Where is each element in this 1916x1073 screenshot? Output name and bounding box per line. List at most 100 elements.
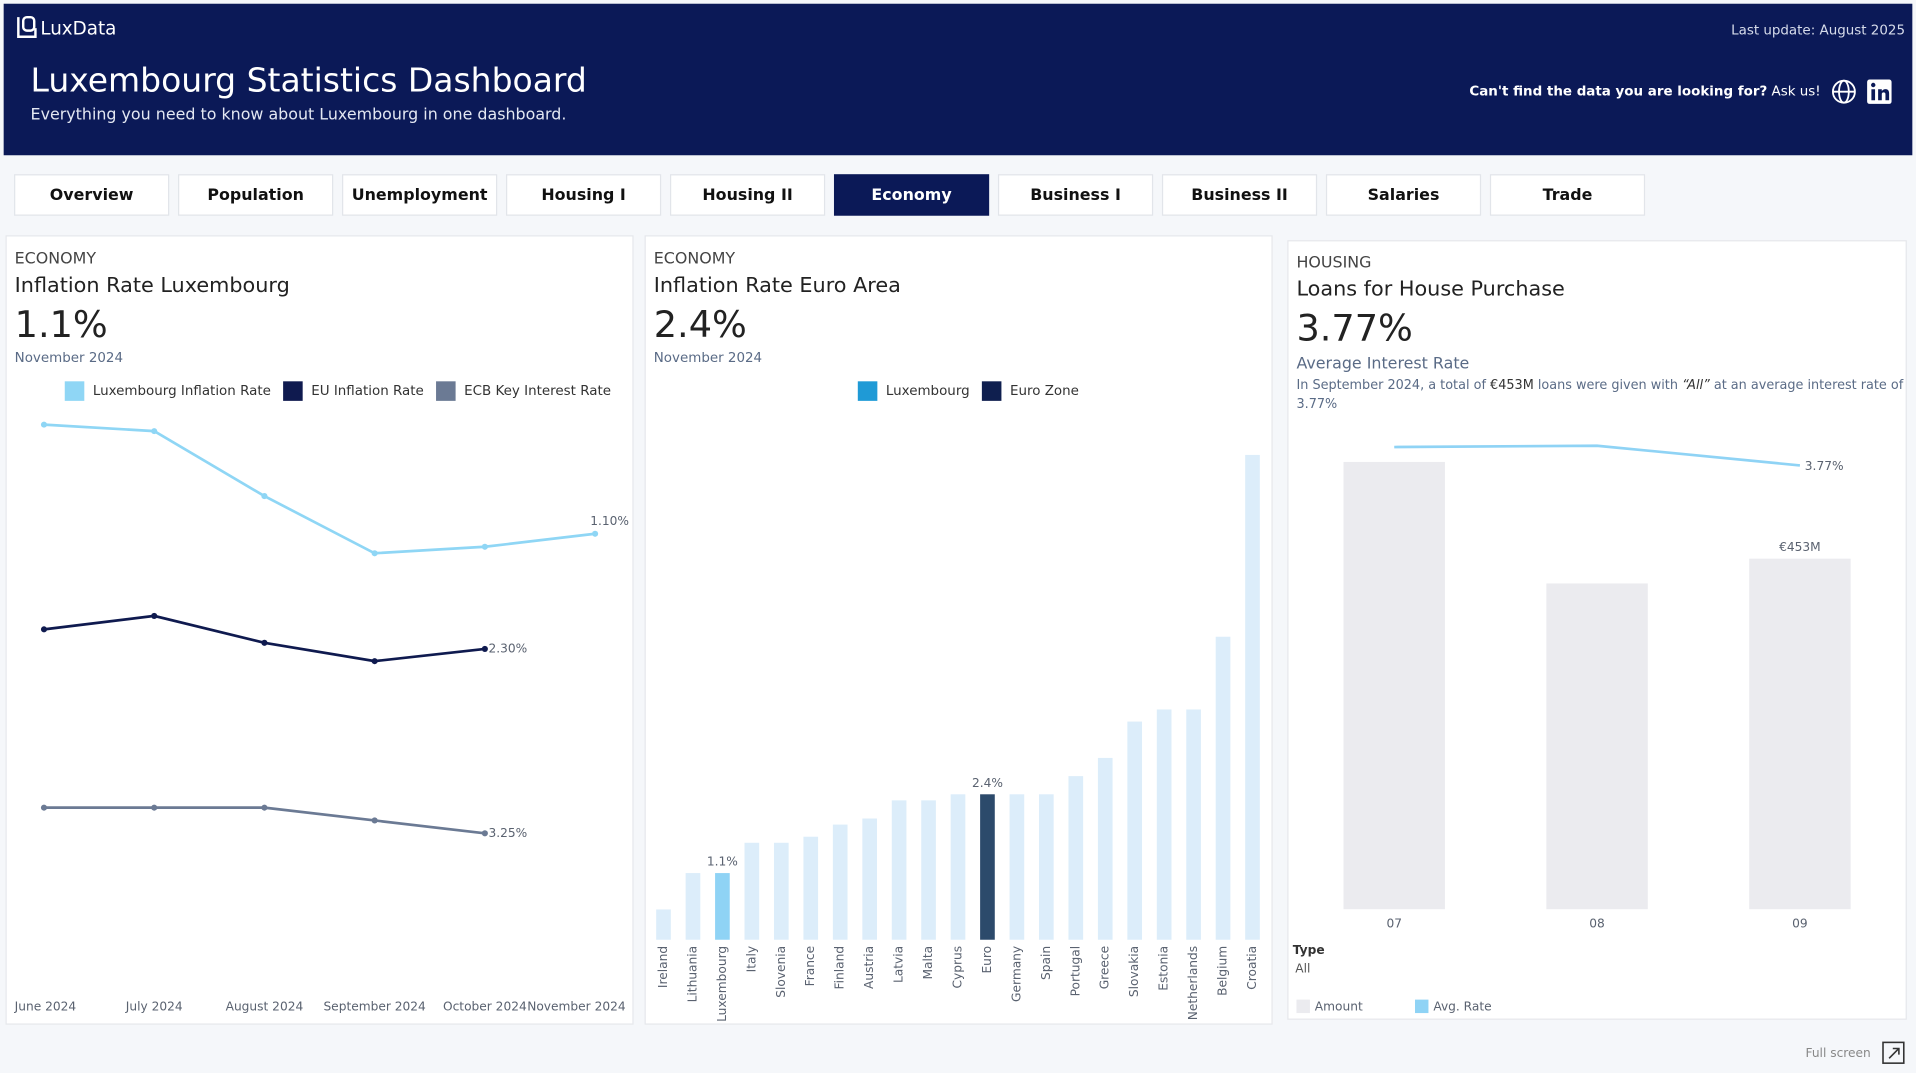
x-tick-label: France <box>803 946 817 987</box>
bar <box>1127 721 1143 940</box>
legend-label: Luxembourg Inflation Rate <box>93 384 271 399</box>
filter-value[interactable]: All <box>1295 962 1310 976</box>
data-point <box>261 804 268 811</box>
x-tick-label: Austria <box>862 946 876 989</box>
data-point <box>151 804 158 811</box>
bar <box>1156 709 1172 940</box>
description-part: at an average interest rate of <box>1710 377 1904 392</box>
bar <box>1097 757 1113 940</box>
data-label: 3.25% <box>489 826 528 840</box>
legend-swatch <box>64 381 85 401</box>
legend-swatch <box>1296 999 1310 1014</box>
tab-label[interactable]: Overview <box>50 185 134 204</box>
bar <box>832 824 848 940</box>
tab[interactable] <box>14 174 170 216</box>
last-update: Last update: August 2025 <box>1731 24 1905 39</box>
x-tick-label: Croatia <box>1245 946 1259 990</box>
tab-label[interactable]: Salaries <box>1368 185 1440 204</box>
data-point <box>151 428 158 435</box>
tab[interactable] <box>997 174 1154 216</box>
bar <box>803 836 819 940</box>
legend-swatch <box>981 381 1002 401</box>
data-point <box>151 612 158 619</box>
tab-label[interactable]: Unemployment <box>352 185 488 204</box>
data-point <box>371 550 378 557</box>
tab-label[interactable]: Economy <box>871 185 952 204</box>
bar <box>685 873 701 940</box>
data-point <box>371 658 378 665</box>
x-tick-label: October 2024 <box>443 999 527 1013</box>
bar <box>656 909 671 940</box>
bar <box>744 842 760 940</box>
x-tick-label: Slovenia <box>774 946 788 998</box>
x-tick-label: Euro <box>980 946 994 974</box>
x-tick-label: 07 <box>1386 916 1402 930</box>
data-label: €453M <box>1779 540 1821 554</box>
filter-label: Type <box>1293 943 1325 957</box>
tab[interactable] <box>506 174 662 216</box>
x-tick-label: Spain <box>1039 946 1053 980</box>
panel-kicker: HOUSING <box>1296 252 1371 271</box>
linkedin-icon[interactable] <box>1867 79 1892 104</box>
bar <box>1009 794 1025 940</box>
data-point <box>371 817 378 824</box>
bar <box>1039 794 1054 940</box>
legend-label: Euro Zone <box>1010 384 1079 399</box>
help-question: Can't find the data you are looking for? <box>1469 85 1767 100</box>
bar <box>715 873 730 940</box>
data-point <box>261 493 268 500</box>
fullscreen-label[interactable]: Full screen <box>1805 1046 1870 1060</box>
description-part: In September 2024, a total of <box>1296 377 1490 392</box>
bar <box>1068 776 1084 940</box>
tab-label[interactable]: Trade <box>1543 185 1593 204</box>
bar <box>980 794 995 940</box>
tab-label[interactable]: Housing I <box>541 185 625 204</box>
tab[interactable] <box>1161 174 1318 216</box>
data-label: 1.1% <box>707 855 738 869</box>
x-tick-label: July 2024 <box>125 999 183 1013</box>
tab[interactable] <box>1325 174 1482 216</box>
bar <box>862 818 877 940</box>
tab-label[interactable]: Housing II <box>702 185 792 204</box>
description-amount: €453M <box>1490 377 1538 392</box>
kpi-value: 3.77% <box>1296 306 1412 349</box>
data-label: 3.77% <box>1805 459 1844 473</box>
bar <box>1245 454 1260 940</box>
data-label: 2.30% <box>489 641 528 655</box>
header <box>3 3 1913 156</box>
x-tick-label: Belgium <box>1216 946 1230 996</box>
data-point <box>40 804 48 811</box>
tab-label[interactable]: Population <box>207 185 304 204</box>
legend-swatch <box>857 381 878 401</box>
data-point <box>40 626 48 633</box>
dashboard-title: Luxembourg Statistics Dashboard <box>31 60 587 99</box>
legend-label: Luxembourg <box>886 384 970 399</box>
kpi-value: 1.1% <box>15 303 108 346</box>
tab[interactable] <box>1489 174 1646 216</box>
panel-kicker: ECONOMY <box>654 249 736 268</box>
bar <box>891 800 907 940</box>
tab[interactable] <box>342 174 498 216</box>
tab[interactable] <box>669 174 826 216</box>
tab-label[interactable]: Business I <box>1030 185 1121 204</box>
help-link[interactable]: Ask us! <box>1767 85 1820 100</box>
help-text: Can't find the data you are looking for?… <box>1469 85 1820 100</box>
bar <box>773 842 789 940</box>
tab[interactable] <box>833 174 990 216</box>
bar <box>1546 583 1648 910</box>
data-point <box>481 543 488 550</box>
description: In September 2024, a total of €453M loan… <box>1296 377 1903 392</box>
data-point <box>481 830 488 837</box>
x-tick-label: Latvia <box>892 946 906 983</box>
dashboard-subtitle: Everything you need to know about Luxemb… <box>31 104 567 123</box>
x-tick-label: Cyprus <box>951 946 965 989</box>
tab[interactable] <box>178 174 334 216</box>
tab-label[interactable]: Business II <box>1191 185 1288 204</box>
globe-icon[interactable] <box>1831 79 1856 104</box>
x-tick-label: June 2024 <box>14 999 77 1013</box>
x-tick-label: Malta <box>921 946 935 980</box>
description-rate: 3.77% <box>1296 397 1337 412</box>
x-tick-label: September 2024 <box>323 999 426 1013</box>
fullscreen-icon[interactable] <box>1882 1041 1905 1064</box>
